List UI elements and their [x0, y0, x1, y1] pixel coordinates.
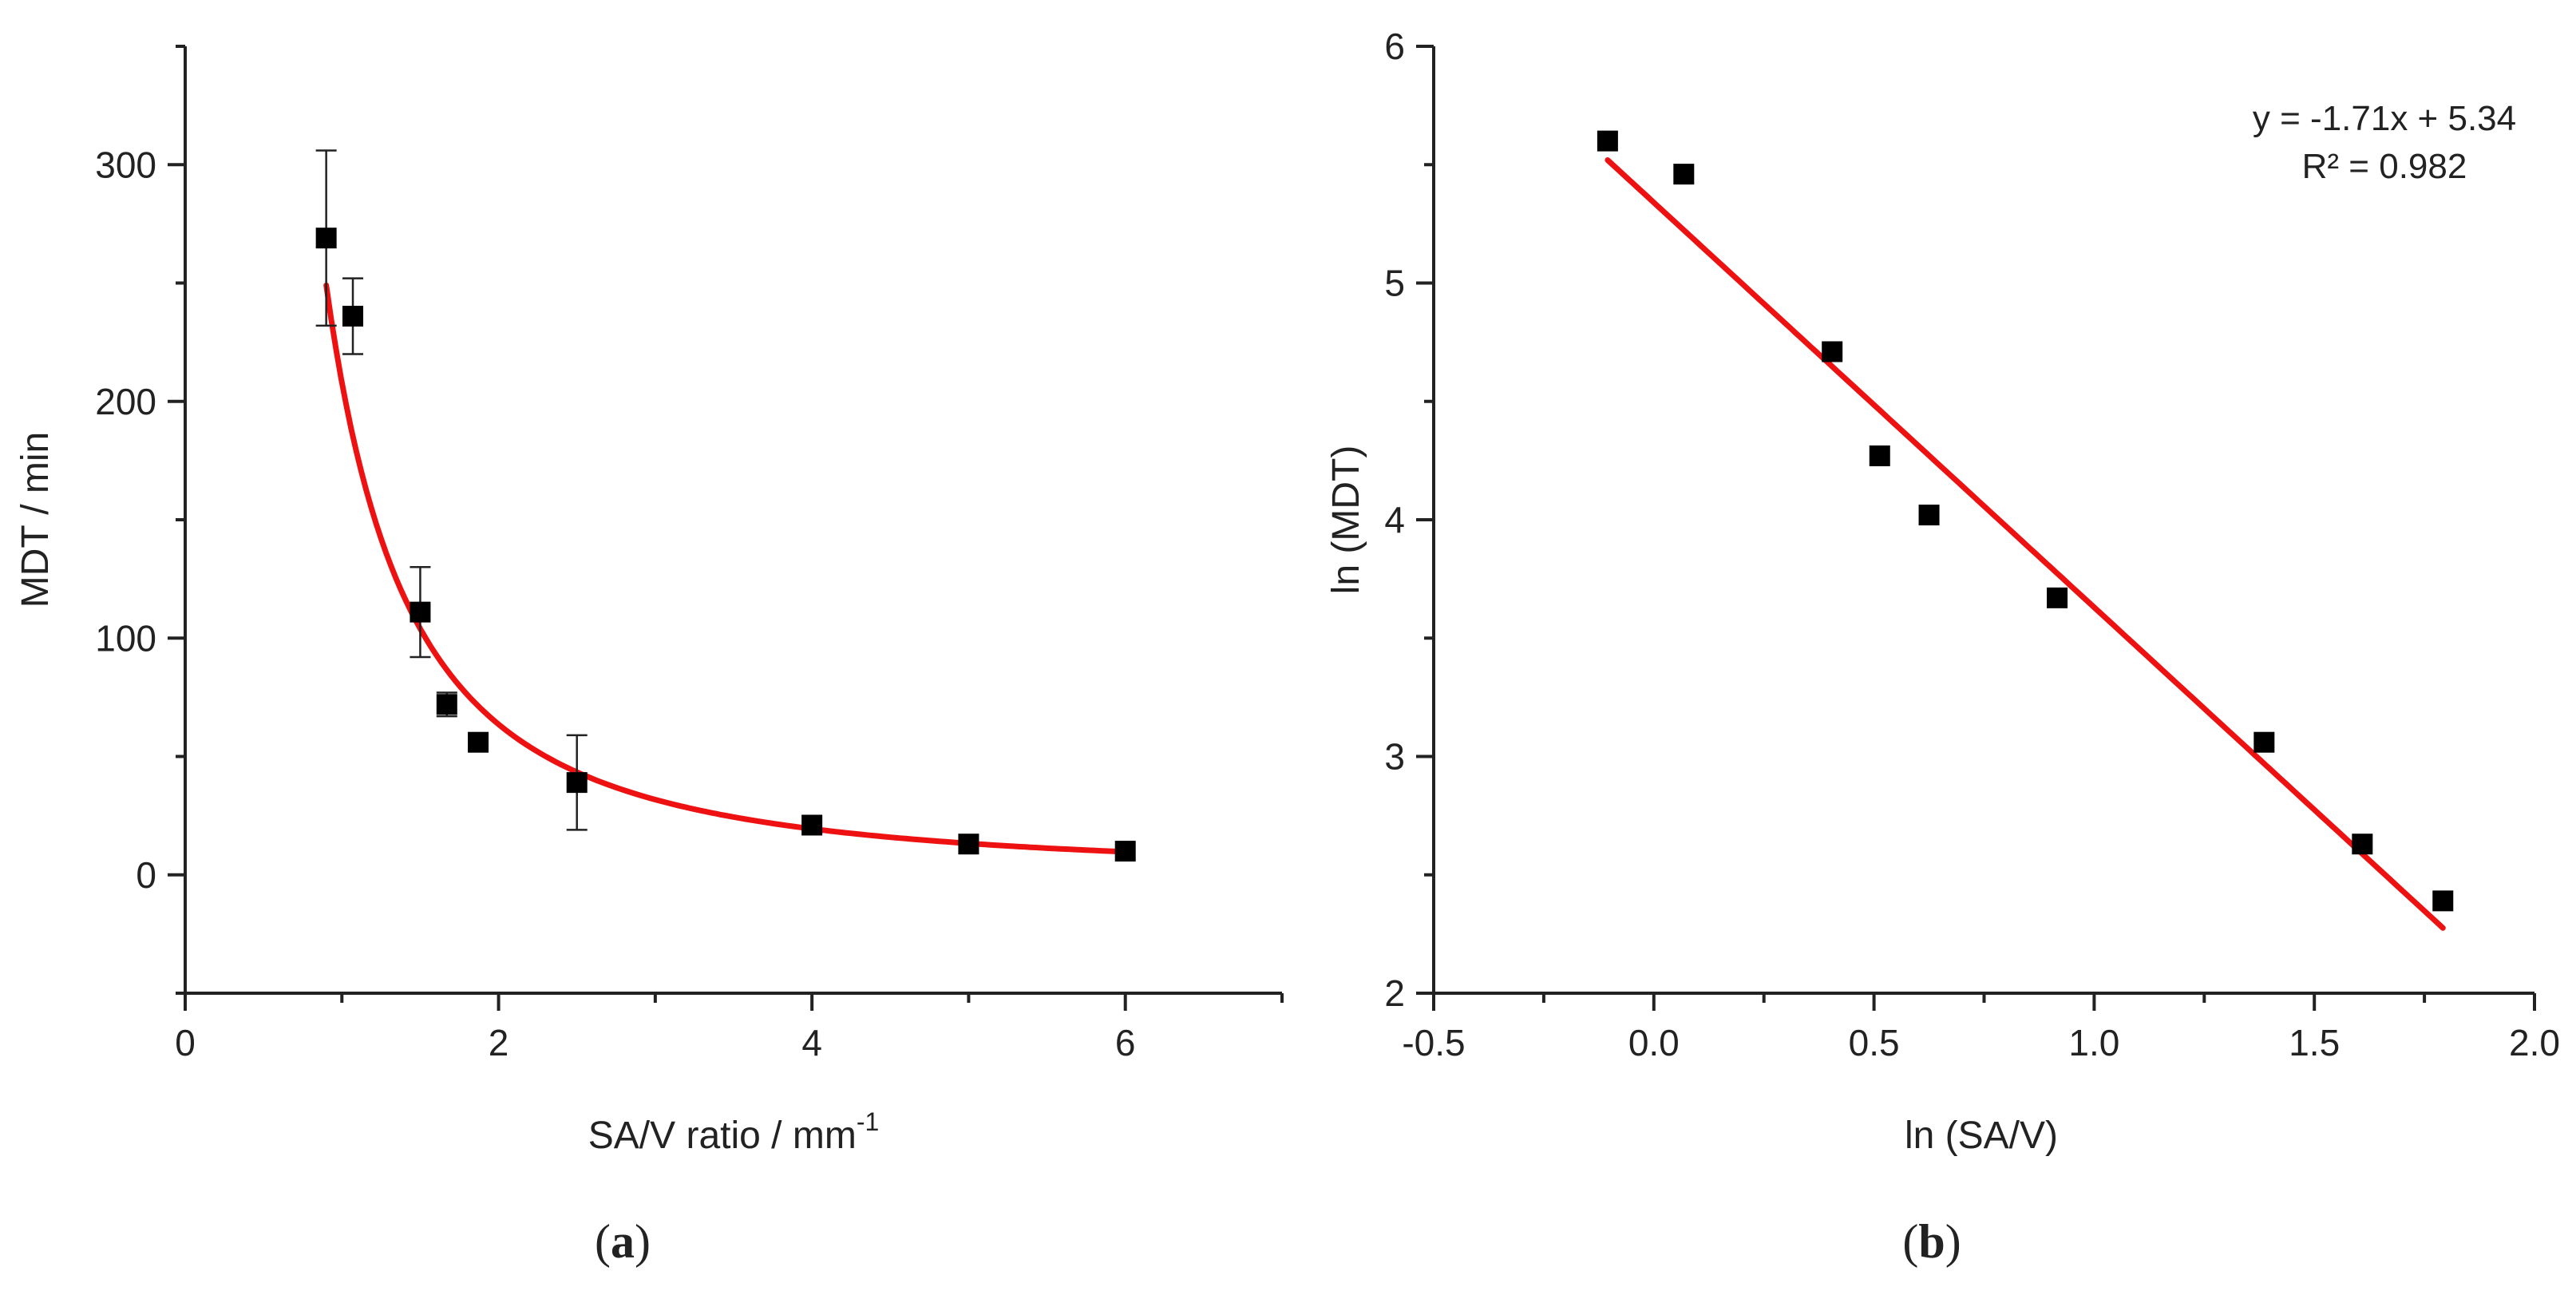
panel-a-data-point [436, 694, 457, 715]
panel-b-x-tick-label: 0.5 [1849, 1022, 1900, 1063]
panel-b-fit-layer [1605, 157, 2446, 931]
panel-b-y-tick-label: 2 [1384, 972, 1405, 1014]
panel-b-data-point [2254, 731, 2275, 753]
panel-a-y-tick-label: 300 [95, 144, 156, 185]
panel-a-data-point [468, 731, 489, 753]
panel-b-data-point [2352, 834, 2373, 855]
panel-b-data-point [1869, 445, 1890, 466]
panel-a-fit-layer [323, 282, 1129, 855]
panel-a-data-point [315, 228, 337, 249]
panel-a-x-tick-label: 0 [175, 1022, 196, 1063]
panel-a-tick-labels: 0 2 4 6 0 100 200 300 [95, 144, 1135, 1063]
panel-a-data-point [342, 306, 364, 327]
panel-a-x-tick-label: 4 [801, 1022, 822, 1063]
panel-b-fit-line [1605, 157, 2446, 931]
panel-b-tick-labels: -0.5 0.0 0.5 1.0 1.5 2.0 2 3 4 5 6 [1384, 26, 2560, 1063]
panel-b-data-point [1822, 341, 1843, 362]
panel-b-x-axis-label: ln (SA/V) [1905, 1115, 2058, 1157]
panel-b-x-tick-label: 1.0 [2068, 1022, 2119, 1063]
panel-a-y-tick-label: 100 [95, 617, 156, 659]
panel-a-errorbars [315, 149, 588, 831]
panel-a-y-tick-label: 200 [95, 381, 156, 422]
panel-b-y-tick-label: 5 [1384, 263, 1405, 304]
panel-b-fit-equation: y = -1.71x + 5.34 [2253, 99, 2516, 138]
panel-a-x-axis-label-main: SA/V ratio / mm [588, 1115, 857, 1157]
panel-b-r-squared: R² = 0.982 [2302, 147, 2467, 186]
panel-a-x-axis-label: SA/V ratio / mm-1 [588, 1107, 880, 1157]
panel-a-y-tick-label: 0 [136, 854, 156, 896]
panel-b: -0.5 0.0 0.5 1.0 1.5 2.0 2 3 4 5 6 ln (MDT) ln (SA… [1325, 26, 2560, 1268]
panel-b-caption-letter: b [1918, 1215, 1945, 1268]
panel-b-x-tick-label: 0.0 [1628, 1022, 1680, 1063]
panel-b-y-tick-label: 6 [1384, 26, 1405, 67]
panel-a-y-axis-label: MDT / min [14, 432, 57, 608]
panel-b-x-tick-label: -0.5 [1402, 1022, 1465, 1063]
panel-a-x-tick-label: 2 [489, 1022, 509, 1063]
panel-a-caption-close: ) [635, 1215, 651, 1268]
panel-a-fit-line [323, 282, 1129, 855]
panel-a-points [315, 228, 1136, 862]
panel-b-y-tick-label: 4 [1384, 499, 1405, 541]
panel-b-caption-close: ) [1945, 1215, 1961, 1268]
panel-a-caption-open: ( [595, 1215, 611, 1268]
panel-b-data-point [2047, 587, 2068, 608]
panel-a-ticks [168, 45, 1284, 1011]
panel-b-data-point [2432, 890, 2454, 912]
panel-b-data-point [1597, 130, 1618, 152]
panel-a-x-axis-label-sup: -1 [857, 1107, 879, 1136]
panel-b-data-point [1918, 505, 1940, 526]
panel-a-caption: (a) [595, 1215, 651, 1268]
panel-b-x-tick-label: 2.0 [2509, 1022, 2560, 1063]
panel-a-data-point [1114, 841, 1136, 862]
panel-a-data-point [801, 814, 823, 836]
panel-b-ticks [1416, 45, 2536, 1011]
panel-a-x-tick-label: 6 [1115, 1022, 1136, 1063]
panel-b-data-point [1673, 164, 1695, 185]
panel-b-points [1597, 130, 2454, 912]
panel-b-y-tick-label: 3 [1384, 736, 1405, 778]
panel-b-y-axis-label: ln (MDT) [1325, 446, 1367, 595]
panel-a-data-point [410, 601, 431, 623]
panel-b-caption: (b) [1902, 1215, 1961, 1268]
panel-b-caption-open: ( [1902, 1215, 1918, 1268]
panel-a-data-point [566, 772, 588, 794]
panel-a: 0 2 4 6 0 100 200 300 MDT / min SA/V ratio / mm… [14, 45, 1284, 1268]
panel-b-x-tick-label: 1.5 [2289, 1022, 2340, 1063]
panel-a-data-point [958, 834, 979, 855]
panel-a-caption-letter: a [611, 1215, 635, 1268]
